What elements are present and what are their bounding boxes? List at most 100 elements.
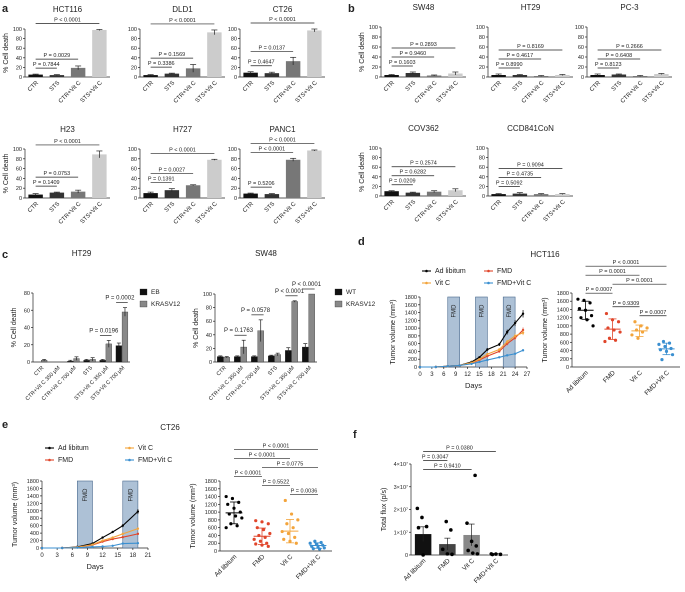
data-point <box>475 552 480 556</box>
series-marker <box>478 358 481 361</box>
x-tick-label: Vit C <box>280 553 295 568</box>
x-tick-label: 9 <box>86 553 90 559</box>
y-tick-label: 0 <box>414 365 417 371</box>
bar <box>448 73 463 77</box>
data-point <box>576 297 580 301</box>
y-tick-label: 0 <box>134 196 137 202</box>
bar <box>121 311 129 363</box>
y-tick-label: 40 <box>131 56 137 62</box>
y-tick-label: 80 <box>372 35 378 41</box>
y-tick-label: 100 <box>228 147 237 153</box>
fmd-cycle-shading <box>475 296 488 368</box>
data-point <box>293 535 297 539</box>
y-tick-label: 600 <box>560 340 569 346</box>
y-tick-label: 0 <box>234 75 237 81</box>
bar <box>264 194 280 198</box>
data-point <box>670 353 675 357</box>
bar <box>28 194 43 198</box>
legend-marker <box>48 446 51 450</box>
y-tick-label: 100 <box>369 25 378 31</box>
data-point <box>252 537 256 541</box>
p-value-label: P = 0.0775 <box>277 461 304 467</box>
legend-label: FMD+Vit C <box>497 280 531 287</box>
p-value-label: P = 0.0027 <box>159 168 186 174</box>
legend-label: Vit C <box>435 280 450 287</box>
x-tick-label: 27 <box>524 372 531 378</box>
y-tick-label: 100 <box>13 27 22 33</box>
bar <box>426 191 442 196</box>
y-axis-label: Tumor volume (mm³) <box>12 482 19 547</box>
data-point <box>604 311 609 316</box>
data-point <box>230 496 235 501</box>
x-tick-label: 18 <box>130 553 137 559</box>
x-tick-label: FMD+Vit C <box>643 369 671 397</box>
bar <box>164 73 180 77</box>
legend-label: FMD+Vit C <box>138 457 172 464</box>
data-point <box>258 539 263 543</box>
data-point <box>240 516 244 520</box>
y-tick-label: 1000 <box>405 326 417 332</box>
x-tick-label: STS+Vit C <box>543 199 568 224</box>
y-tick-label: 1800 <box>557 291 569 297</box>
data-point <box>226 502 230 506</box>
legend-swatch <box>139 288 148 296</box>
p-value-label: P = 0.2574 <box>410 161 437 167</box>
p-value-label: P = 0.8990 <box>496 62 523 68</box>
y-tick-label: 100 <box>476 146 485 152</box>
bar <box>251 356 258 363</box>
y-tick-label: 80 <box>131 157 137 163</box>
y-tick-label: 1600 <box>405 303 417 309</box>
chart-title: CT26 <box>273 5 293 14</box>
x-tick-label: 21 <box>500 372 507 378</box>
y-tick-label: 0 <box>581 75 584 81</box>
y-tick-label: 60 <box>231 167 237 173</box>
panel-letter: d <box>358 236 365 248</box>
bar <box>207 159 222 198</box>
y-tick-label: 0 <box>482 194 485 200</box>
x-tick-label: CTR+Vit C <box>521 199 546 224</box>
p-value-label: P = 0.9309 <box>613 301 640 307</box>
legend-marker <box>48 458 51 462</box>
data-point <box>449 528 453 532</box>
x-tick-label: STS <box>82 365 94 377</box>
y-tick-label: 100 <box>128 147 137 153</box>
series-marker <box>91 545 94 549</box>
p-value-label: P < 0.0001 <box>269 17 296 23</box>
bar <box>405 192 421 196</box>
legend-swatch <box>334 288 343 296</box>
y-tick-label: 40 <box>372 55 378 61</box>
p-value-label: P = 0.0380 <box>446 445 473 451</box>
x-tick-label: STS <box>405 199 417 211</box>
y-tick-label: 40 <box>479 55 485 61</box>
y-tick-label: 1200 <box>557 316 569 322</box>
p-value-label: P = 0.1603 <box>389 60 416 66</box>
p-value-label: P < 0.0001 <box>169 18 196 24</box>
panel-letter: c <box>2 249 8 261</box>
x-tick-label: 6 <box>442 372 446 378</box>
series-line <box>42 542 138 549</box>
data-point <box>603 339 607 344</box>
data-point <box>311 547 315 551</box>
data-point <box>420 515 424 520</box>
bar <box>223 357 230 363</box>
p-value-label: P = 0.0578 <box>241 308 271 314</box>
x-tick-label: CTR <box>27 201 40 214</box>
data-point <box>266 544 270 548</box>
bar <box>92 29 107 77</box>
chart-title: SW48 <box>255 249 277 258</box>
x-tick-label: 15 <box>476 372 483 378</box>
y-tick-label: 600 <box>208 526 217 532</box>
y-tick-label: 1200 <box>27 501 39 507</box>
y-tick-label: 20 <box>206 346 212 352</box>
data-point <box>416 525 421 530</box>
y-tick-label: 1400 <box>405 311 417 317</box>
y-tick-label: 20 <box>131 65 137 71</box>
series-marker <box>60 546 64 550</box>
y-tick-label: 0 <box>566 365 569 371</box>
x-tick-label: CTR <box>142 80 155 93</box>
x-tick-label: Vit C <box>629 369 644 384</box>
x-tick-label: STS <box>49 201 61 213</box>
x-tick-label: CTR <box>216 365 228 377</box>
p-value-label: P = 0.1409 <box>33 180 60 186</box>
y-tick-label: 400 <box>208 533 217 539</box>
